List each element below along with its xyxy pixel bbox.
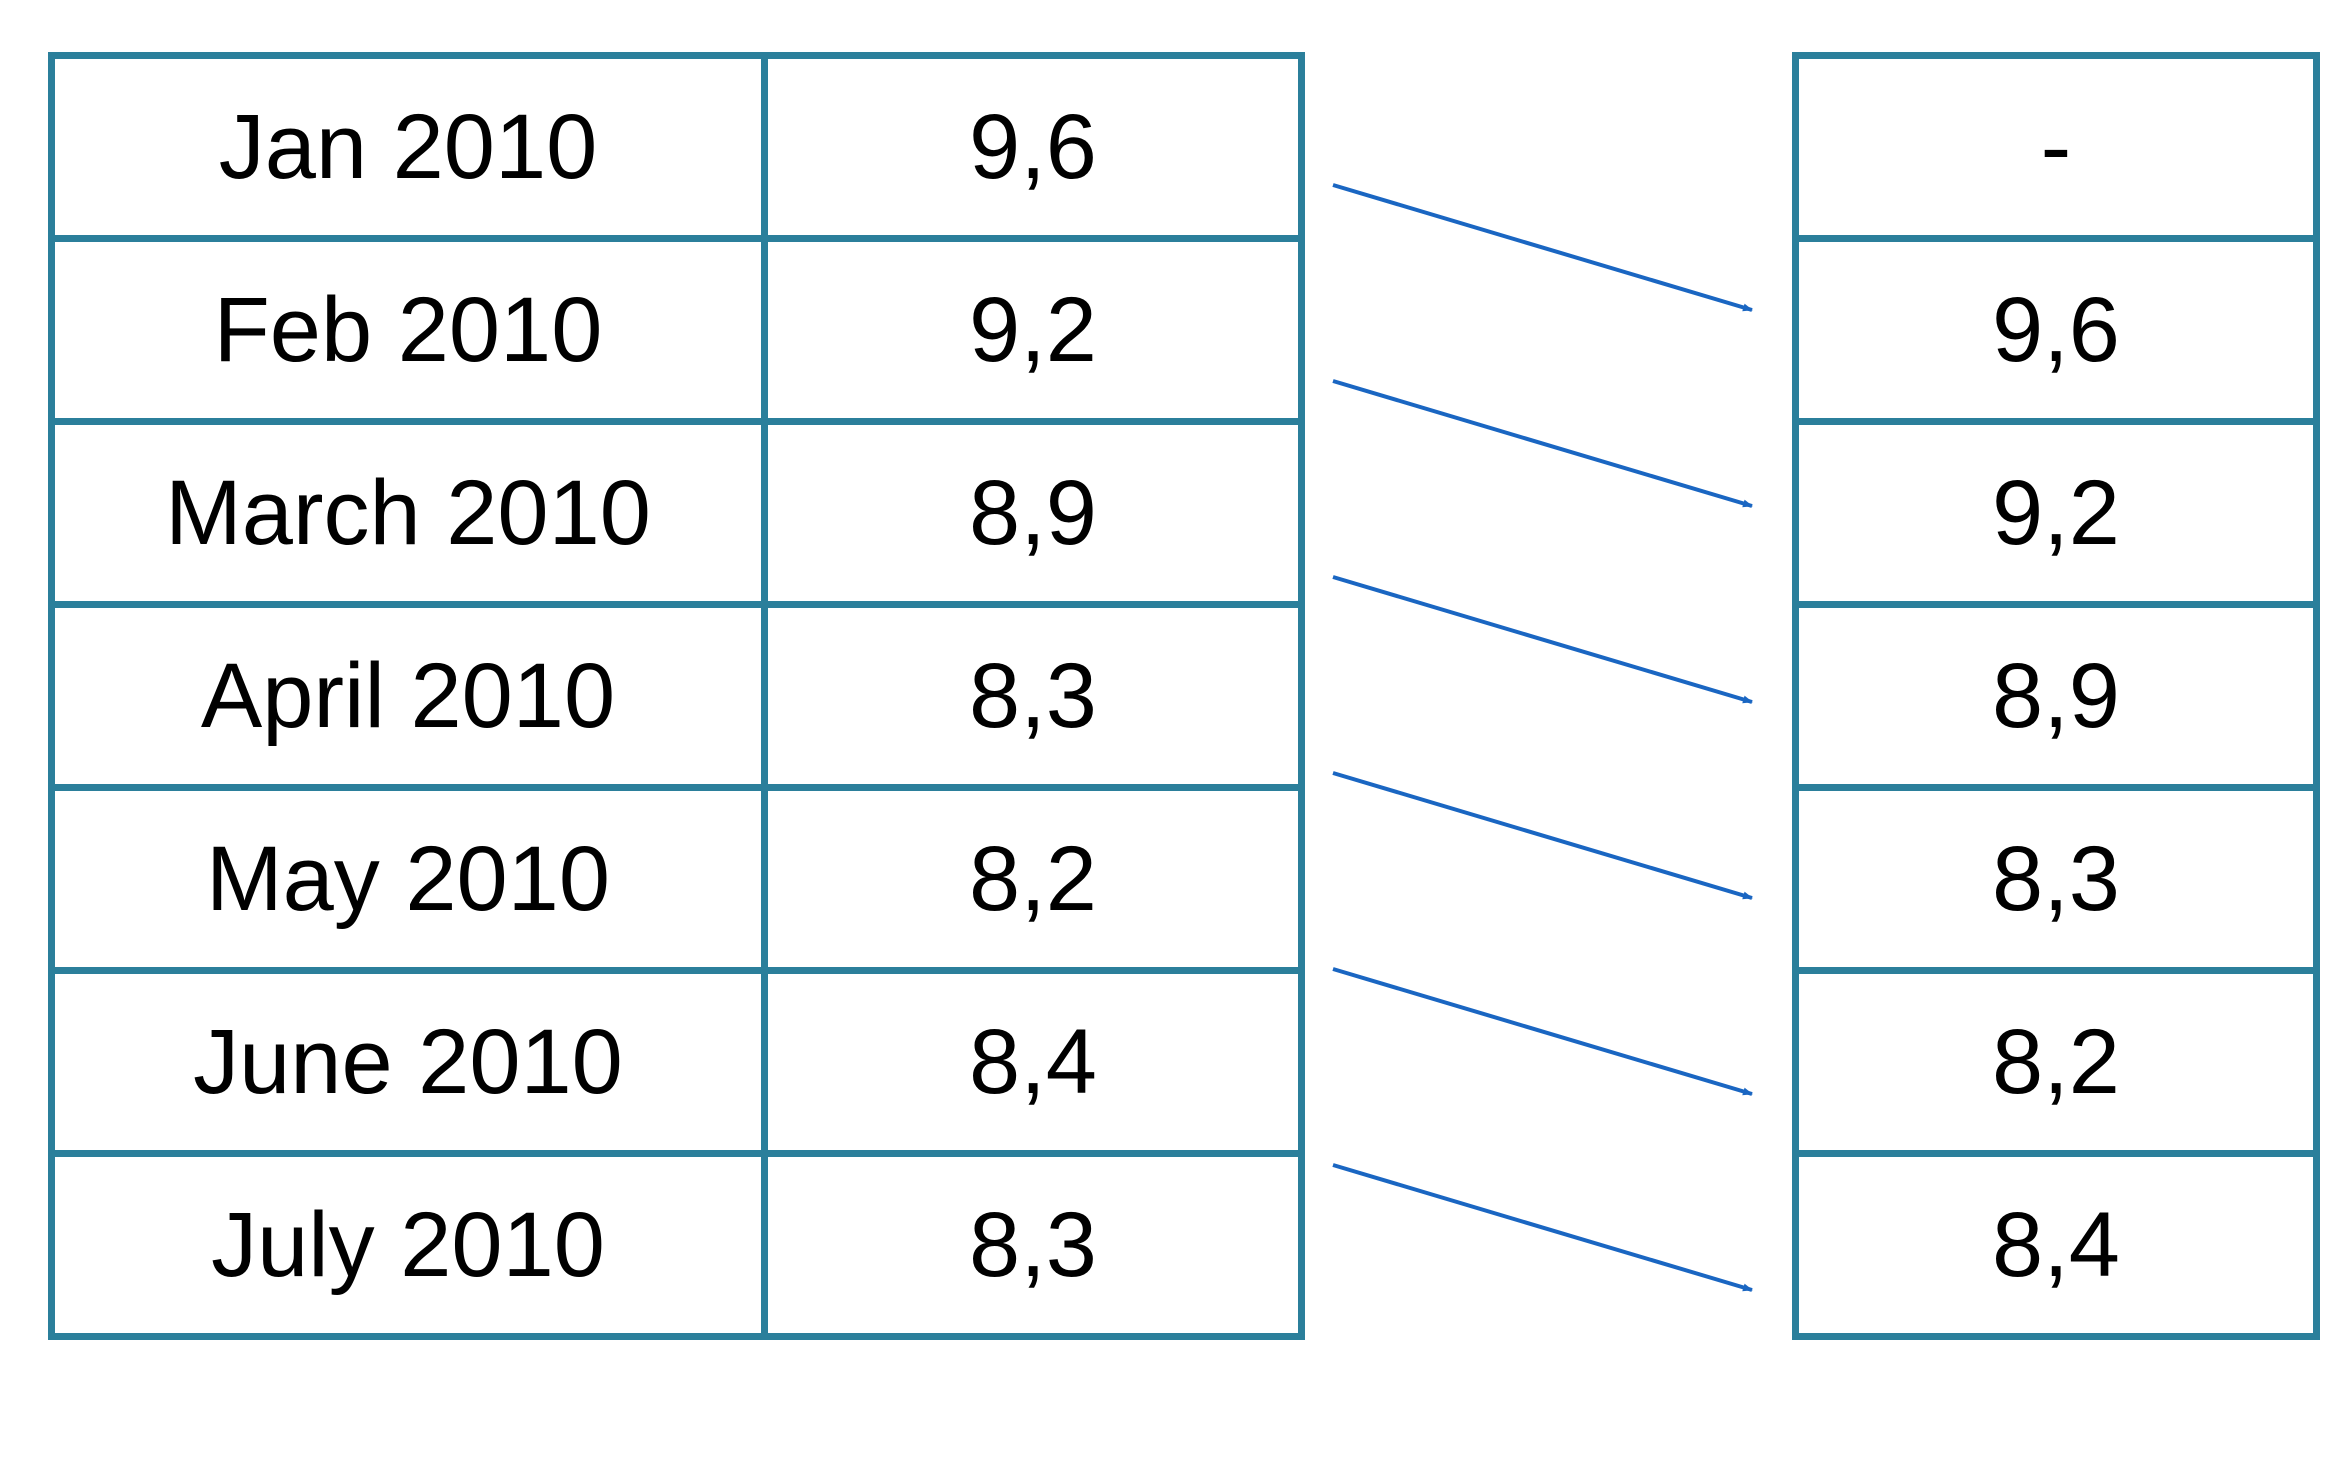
value-cell: 8,9 bbox=[761, 418, 1305, 608]
source-row: May 2010 8,2 bbox=[48, 784, 1305, 974]
lagged-value-cell: 8,3 bbox=[1792, 784, 2320, 974]
month-cell: June 2010 bbox=[48, 967, 768, 1157]
lagged-row: - bbox=[1792, 52, 2320, 242]
shift-arrow bbox=[1332, 379, 1753, 508]
shift-arrow bbox=[1332, 575, 1753, 704]
source-row: March 2010 8,9 bbox=[48, 418, 1305, 608]
lagged-value-cell: - bbox=[1792, 52, 2320, 242]
value-cell: 8,3 bbox=[761, 601, 1305, 791]
source-row: Jan 2010 9,6 bbox=[48, 52, 1305, 242]
value-cell: 9,6 bbox=[761, 52, 1305, 242]
source-row: April 2010 8,3 bbox=[48, 601, 1305, 791]
lagged-row: 8,2 bbox=[1792, 967, 2320, 1157]
month-cell: Feb 2010 bbox=[48, 235, 768, 425]
source-row: July 2010 8,3 bbox=[48, 1150, 1305, 1340]
source-row: Feb 2010 9,2 bbox=[48, 235, 1305, 425]
lagged-row: 8,3 bbox=[1792, 784, 2320, 974]
lagged-row: 8,4 bbox=[1792, 1150, 2320, 1340]
month-cell: March 2010 bbox=[48, 418, 768, 608]
source-table: Jan 2010 9,6 Feb 2010 9,2 March 2010 8,9 April… bbox=[48, 52, 1305, 1340]
shift-arrow bbox=[1332, 967, 1753, 1096]
lagged-table: -9,6 9,2 8,9 8,3 8,2 8,4 bbox=[1792, 52, 2320, 1340]
shift-arrow bbox=[1332, 771, 1753, 900]
lagged-row: 9,6 bbox=[1792, 235, 2320, 425]
lagged-value-cell: 8,2 bbox=[1792, 967, 2320, 1157]
value-cell: 8,4 bbox=[761, 967, 1305, 1157]
lagged-value-cell: 8,9 bbox=[1792, 601, 2320, 791]
shift-arrow bbox=[1332, 183, 1753, 312]
value-cell: 8,2 bbox=[761, 784, 1305, 974]
shift-arrow bbox=[1332, 1163, 1753, 1292]
lagged-value-cell: 8,4 bbox=[1792, 1150, 2320, 1340]
lagged-value-cell: 9,2 bbox=[1792, 418, 2320, 608]
source-row: June 2010 8,4 bbox=[48, 967, 1305, 1157]
month-cell: April 2010 bbox=[48, 601, 768, 791]
month-cell: May 2010 bbox=[48, 784, 768, 974]
lagged-value-cell: 9,6 bbox=[1792, 235, 2320, 425]
lagged-row: 9,2 bbox=[1792, 418, 2320, 608]
month-cell: July 2010 bbox=[48, 1150, 768, 1340]
month-cell: Jan 2010 bbox=[48, 52, 768, 242]
value-cell: 8,3 bbox=[761, 1150, 1305, 1340]
lagged-row: 8,9 bbox=[1792, 601, 2320, 791]
value-cell: 9,2 bbox=[761, 235, 1305, 425]
